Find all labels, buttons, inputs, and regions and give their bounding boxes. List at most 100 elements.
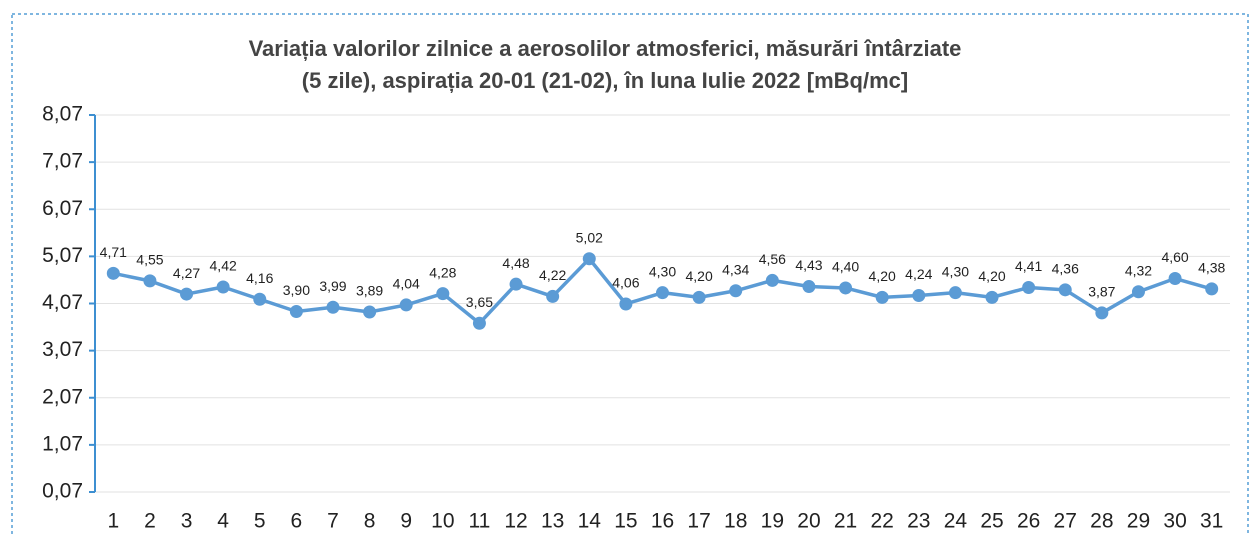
data-label: 3,99 <box>319 278 346 294</box>
marker <box>1205 282 1219 296</box>
data-label: 4,06 <box>612 275 639 291</box>
data-label: 5,02 <box>576 229 603 245</box>
marker <box>582 252 596 266</box>
data-label: 4,43 <box>795 257 822 273</box>
data-label: 4,36 <box>1052 261 1079 277</box>
marker <box>472 316 486 330</box>
data-label: 4,32 <box>1125 262 1152 278</box>
data-label: 4,42 <box>210 258 237 274</box>
x-tick-label: 4 <box>217 510 229 533</box>
x-tick-label: 22 <box>870 510 893 533</box>
x-tick-label: 18 <box>724 510 747 533</box>
x-tick-label: 9 <box>400 510 412 533</box>
x-tick-label: 20 <box>797 510 820 533</box>
marker <box>363 305 377 319</box>
x-tick-label: 15 <box>614 510 637 533</box>
marker <box>729 284 743 298</box>
data-label: 4,60 <box>1161 249 1188 265</box>
y-tick-label: 3,07 <box>42 338 83 361</box>
data-label: 4,41 <box>1015 258 1042 274</box>
y-tick-label: 6,07 <box>42 197 83 220</box>
x-tick-label: 13 <box>541 510 564 533</box>
data-label: 4,56 <box>759 251 786 267</box>
data-label: 4,71 <box>100 244 127 260</box>
data-label: 3,89 <box>356 283 383 299</box>
x-tick-label: 27 <box>1054 510 1077 533</box>
y-tick-label: 1,07 <box>42 432 83 455</box>
x-tick-label: 19 <box>761 510 784 533</box>
marker <box>1131 285 1145 299</box>
y-tick-label: 5,07 <box>42 244 83 267</box>
x-tick-label: 2 <box>144 510 156 533</box>
marker <box>143 274 157 288</box>
data-label: 3,87 <box>1088 284 1115 300</box>
data-label: 4,38 <box>1198 260 1225 276</box>
marker <box>253 292 267 306</box>
marker <box>692 290 706 304</box>
data-label: 4,34 <box>722 261 749 277</box>
y-tick-label: 7,07 <box>42 150 83 173</box>
x-tick-label: 31 <box>1200 510 1223 533</box>
marker <box>765 273 779 287</box>
data-label: 4,40 <box>832 259 859 275</box>
marker <box>509 277 523 291</box>
marker <box>656 286 669 300</box>
marker <box>912 288 926 302</box>
data-label: 4,48 <box>502 255 529 271</box>
chart-title: (5 zile), aspirația 20-01 (21-02), în lu… <box>302 68 908 93</box>
marker <box>180 287 194 301</box>
marker <box>546 289 560 303</box>
marker <box>985 290 999 304</box>
data-label: 4,30 <box>942 263 969 279</box>
y-tick-label: 2,07 <box>42 385 83 408</box>
data-label: 3,90 <box>283 282 310 298</box>
x-tick-label: 10 <box>431 510 454 533</box>
data-label: 4,20 <box>869 268 896 284</box>
x-tick-label: 16 <box>651 510 674 533</box>
x-tick-label: 21 <box>834 510 857 533</box>
marker <box>619 297 633 311</box>
data-label: 3,65 <box>466 294 493 310</box>
data-label: 4,20 <box>978 268 1005 284</box>
marker <box>216 280 230 294</box>
y-tick-label: 8,07 <box>42 103 83 126</box>
y-tick-label: 4,07 <box>42 291 83 314</box>
data-label: 4,04 <box>393 276 420 292</box>
y-tick-label: 0,07 <box>42 480 83 503</box>
x-tick-label: 30 <box>1163 510 1186 533</box>
chart-title: Variația valorilor zilnice a aerosolilor… <box>249 36 962 61</box>
marker <box>1168 272 1182 286</box>
x-tick-label: 3 <box>181 510 193 533</box>
marker <box>1058 283 1072 297</box>
marker <box>1022 280 1036 294</box>
x-tick-label: 28 <box>1090 510 1113 533</box>
x-tick-label: 12 <box>504 510 527 533</box>
marker <box>399 298 413 312</box>
x-tick-label: 7 <box>327 510 339 533</box>
marker <box>289 305 303 319</box>
x-tick-label: 23 <box>907 510 930 533</box>
marker <box>839 281 853 295</box>
marker <box>802 280 816 294</box>
x-tick-label: 14 <box>578 510 602 533</box>
x-tick-label: 5 <box>254 510 266 533</box>
marker <box>326 300 340 314</box>
marker <box>875 290 889 304</box>
marker <box>106 266 120 280</box>
x-tick-label: 26 <box>1017 510 1040 533</box>
data-label: 4,27 <box>173 265 200 281</box>
data-label: 4,20 <box>685 268 712 284</box>
x-tick-label: 8 <box>364 510 376 533</box>
x-tick-label: 11 <box>469 510 491 533</box>
marker <box>436 287 450 301</box>
data-label: 4,55 <box>136 252 163 268</box>
marker <box>948 286 962 300</box>
marker <box>1095 306 1109 320</box>
data-label: 4,24 <box>905 266 932 282</box>
x-tick-label: 25 <box>980 510 1003 533</box>
data-label: 4,16 <box>246 270 273 286</box>
x-tick-label: 29 <box>1127 510 1150 533</box>
x-tick-label: 1 <box>107 510 119 533</box>
